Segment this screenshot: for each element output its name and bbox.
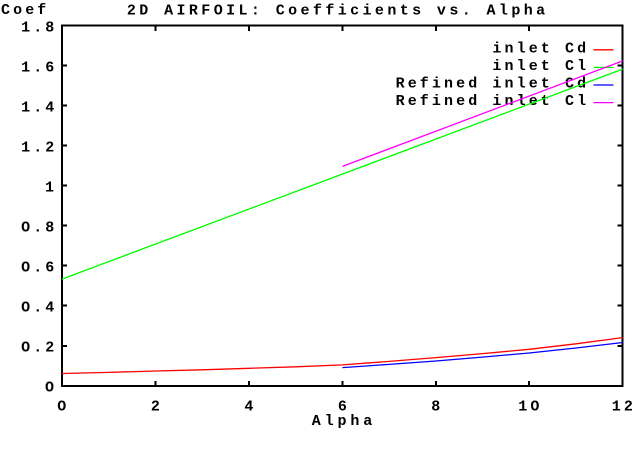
svg-text:Refined inlet Cl: Refined inlet Cl [396,93,590,110]
svg-text:8: 8 [431,398,443,415]
svg-text:2D AIRFOIL: Coefficients vs. A: 2D AIRFOIL: Coefficients vs. Alpha [127,3,549,20]
svg-text:12: 12 [612,398,636,415]
svg-text:1.2: 1.2 [21,139,57,156]
svg-text:O.2: O.2 [21,340,57,357]
svg-text:O.8: O.8 [21,220,57,237]
svg-text:inlet Cd: inlet Cd [492,40,589,57]
svg-text:1.8: 1.8 [21,19,57,36]
svg-text:O: O [45,380,57,397]
svg-text:1: 1 [45,179,57,196]
svg-text:1O: 1O [518,398,542,415]
svg-text:Coef: Coef [1,2,49,19]
svg-text:O.6: O.6 [21,260,57,277]
svg-text:Alpha: Alpha [312,413,377,430]
svg-text:O.4: O.4 [21,300,57,317]
svg-text:1.4: 1.4 [21,99,57,116]
svg-text:inlet Cl: inlet Cl [492,58,589,75]
svg-text:Refined inlet Cd: Refined inlet Cd [396,76,590,93]
svg-text:6: 6 [338,398,350,415]
svg-text:4: 4 [244,398,256,415]
svg-text:1.6: 1.6 [21,59,57,76]
svg-text:O: O [57,398,69,415]
svg-text:2: 2 [151,398,163,415]
